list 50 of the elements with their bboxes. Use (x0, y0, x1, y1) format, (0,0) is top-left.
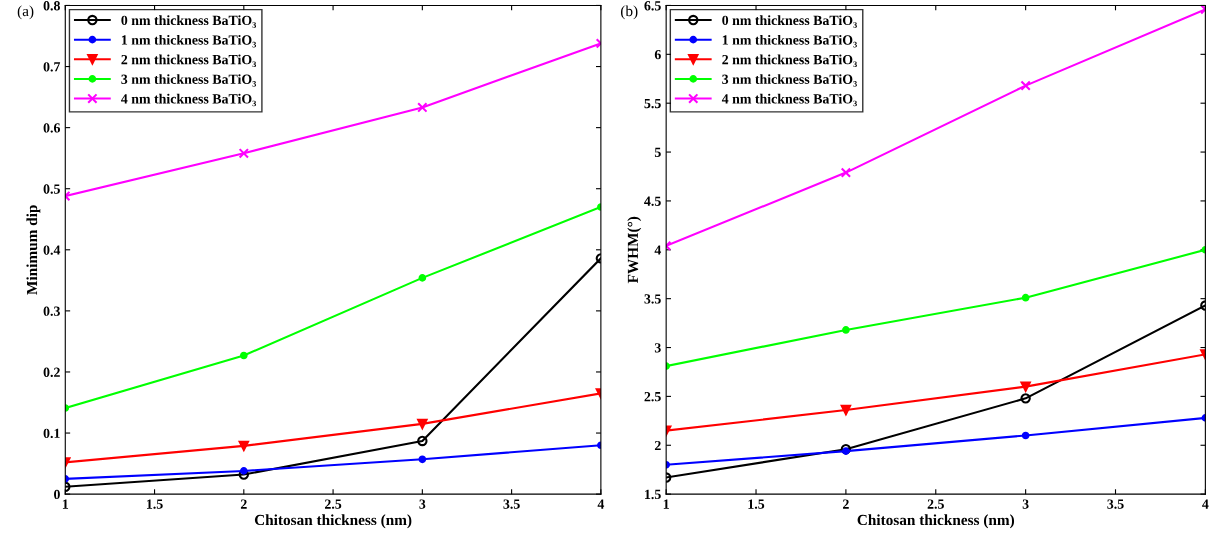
x-tick-label: 1 (663, 499, 669, 509)
y-tick-label: 6 (654, 49, 661, 60)
x-tick-label: 4 (1202, 499, 1209, 509)
y-tick-label: 0.3 (43, 306, 60, 316)
y-tick-label: 6.5 (644, 1, 661, 11)
y-tick-label: 2.5 (644, 392, 661, 402)
y-tick-label: 0.7 (43, 62, 61, 72)
x-tick-label: 1 (62, 499, 69, 509)
y-axis-title: FWHM(°) (627, 216, 642, 284)
x-tick-label: 1.5 (146, 499, 163, 509)
x-tick-label: 3.5 (503, 499, 520, 509)
x-tick-label: 3.5 (1107, 499, 1124, 509)
legend-label: 1 nm thickness BaTiO₃ (121, 34, 257, 48)
y-tick-label: 4.5 (644, 196, 661, 206)
text: (a) (17, 5, 34, 20)
x-tick-label: 3 (1022, 499, 1029, 509)
legend-label: 4 nm thickness BaTiO₃ (721, 93, 857, 107)
y-tick-label: 0.6 (43, 123, 61, 133)
legend-label: 3 nm thickness BaTiO₃ (121, 74, 257, 87)
y-tick-label: 0 (54, 489, 60, 500)
x-tick-label: 4 (597, 499, 605, 509)
y-tick-label: 0.5 (43, 184, 60, 194)
x-axis-title: Chitosan thickness (nm) (857, 514, 1015, 529)
x-tick-label: 2 (843, 499, 849, 509)
y-tick-label: 1.5 (645, 489, 661, 500)
legend-label: 0 nm thickness BaTiO₃ (121, 15, 257, 28)
legend-label: 2 nm thickness BaTiO₃ (121, 54, 257, 68)
legend-label: 1 nm thickness BaTiO₃ (722, 34, 857, 48)
x-tick-label: 2 (240, 499, 247, 509)
x-tick-label: 2.5 (324, 499, 342, 509)
y-tick-label: 3.5 (644, 294, 661, 304)
legend-label: 4 nm thickness BaTiO₃ (121, 93, 257, 107)
x-tick-label: 1.5 (748, 499, 765, 509)
y-tick-label: 0.1 (43, 428, 60, 439)
x-tick-label: 3 (419, 499, 426, 509)
text: (b) (621, 5, 638, 20)
legend-label: 2 nm thickness BaTiO₃ (722, 54, 857, 68)
y-tick-label: 2 (654, 440, 661, 451)
y-tick-label: 4 (654, 245, 662, 255)
y-tick-label: 5 (654, 147, 661, 158)
y-tick-label: 0.8 (43, 1, 60, 11)
y-tick-label: 0.2 (43, 367, 60, 377)
x-axis-title: Chitosan thickness (nm) (254, 514, 412, 529)
x-tick-label: 2.5 (927, 499, 944, 509)
legend-label: 0 nm thickness BaTiO₃ (722, 15, 857, 28)
legend-label: 3 nm thickness BaTiO₃ (722, 74, 857, 87)
y-tick-label: 3 (654, 343, 661, 353)
y-tick-label: 0.4 (43, 245, 61, 255)
y-tick-label: 5.5 (644, 98, 661, 109)
y-axis-title: Minimum dip (26, 205, 41, 295)
